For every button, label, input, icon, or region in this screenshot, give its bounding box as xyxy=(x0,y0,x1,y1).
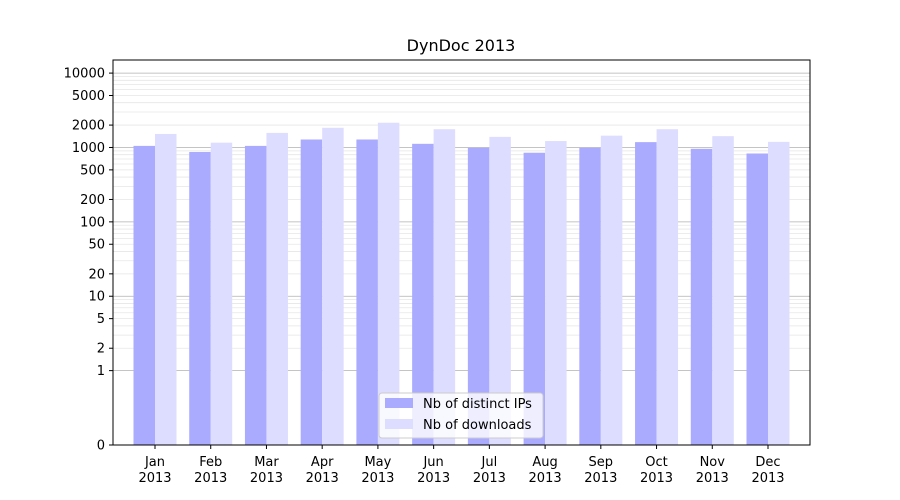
legend: Nb of distinct IPs Nb of downloads xyxy=(378,392,544,439)
y-axis-ticks: 0 1 2 5 10 20 50 100 200 500 1000 2000 5000 10000 xyxy=(64,67,113,454)
bar-downloads xyxy=(489,136,511,445)
x-tick-label: Apr 2013 xyxy=(306,455,339,486)
y-tick-label: 50 xyxy=(88,238,105,253)
bar-distinct-ips xyxy=(300,139,323,445)
y-tick-label: 5 xyxy=(97,312,105,327)
y-tick-label: 500 xyxy=(80,163,105,178)
y-tick-label: 1000 xyxy=(72,141,105,156)
x-tick-label: Sep 2013 xyxy=(584,455,617,486)
bar-distinct-ips xyxy=(635,142,657,445)
bars xyxy=(133,122,790,446)
legend-label-downloads: Nb of downloads xyxy=(423,418,532,433)
y-tick-label: 200 xyxy=(80,193,105,208)
x-tick-label: Feb 2013 xyxy=(194,455,227,486)
x-tick-label: Dec 2013 xyxy=(751,455,784,486)
bar-downloads xyxy=(155,133,177,446)
bar-downloads xyxy=(210,142,233,445)
y-tick-label: 100 xyxy=(80,215,105,230)
bar-downloads xyxy=(712,136,734,445)
x-tick-label: May 2013 xyxy=(361,455,394,486)
bar-downloads xyxy=(433,129,456,445)
plot-frame xyxy=(112,59,811,446)
x-tick-label: Jul 2013 xyxy=(473,455,506,486)
legend-label-distinct-ips: Nb of distinct IPs xyxy=(423,397,532,412)
x-tick-label: Jan 2013 xyxy=(138,455,171,486)
chart-title: DynDoc 2013 xyxy=(407,36,516,55)
bar-distinct-ips xyxy=(523,152,546,446)
bar-distinct-ips xyxy=(746,153,768,446)
bar-downloads xyxy=(600,135,623,445)
bar-downloads xyxy=(377,122,400,445)
y-tick-label: 1 xyxy=(97,364,105,379)
bar-downloads xyxy=(768,141,790,445)
x-axis-ticks: Jan 2013 Feb 2013 Mar 2013 Apr 2013 May 2013 Jun 20… xyxy=(138,445,785,486)
x-tick-label: Mar 2013 xyxy=(250,455,283,486)
y-tick-label: 2000 xyxy=(72,119,105,134)
bar-downloads xyxy=(656,129,679,445)
bar-distinct-ips xyxy=(189,151,211,445)
bar-distinct-ips xyxy=(412,143,434,446)
y-tick-label: 20 xyxy=(88,267,105,282)
bar-downloads xyxy=(266,132,288,445)
y-tick-label: 10000 xyxy=(64,67,105,82)
legend-box xyxy=(378,392,544,439)
bar-distinct-ips xyxy=(467,147,490,445)
bar-downloads xyxy=(322,127,344,445)
bar-distinct-ips xyxy=(244,145,267,445)
bar-distinct-ips xyxy=(356,139,378,445)
x-tick-label: Jun 2013 xyxy=(417,455,450,486)
legend-swatch-downloads xyxy=(385,419,413,429)
y-tick-label: 10 xyxy=(88,290,105,305)
bar-distinct-ips xyxy=(133,145,155,445)
bar-distinct-ips xyxy=(579,147,601,445)
y-tick-label: 0 xyxy=(97,439,105,454)
bar-distinct-ips xyxy=(690,148,713,445)
y-tick-label: 2 xyxy=(97,342,105,357)
x-tick-label: Aug 2013 xyxy=(529,455,562,486)
x-tick-label: Oct 2013 xyxy=(640,455,673,486)
x-tick-label: Nov 2013 xyxy=(696,455,729,486)
bar-downloads xyxy=(545,141,567,445)
legend-swatch-distinct-ips xyxy=(385,398,413,408)
y-tick-label: 5000 xyxy=(72,89,105,104)
